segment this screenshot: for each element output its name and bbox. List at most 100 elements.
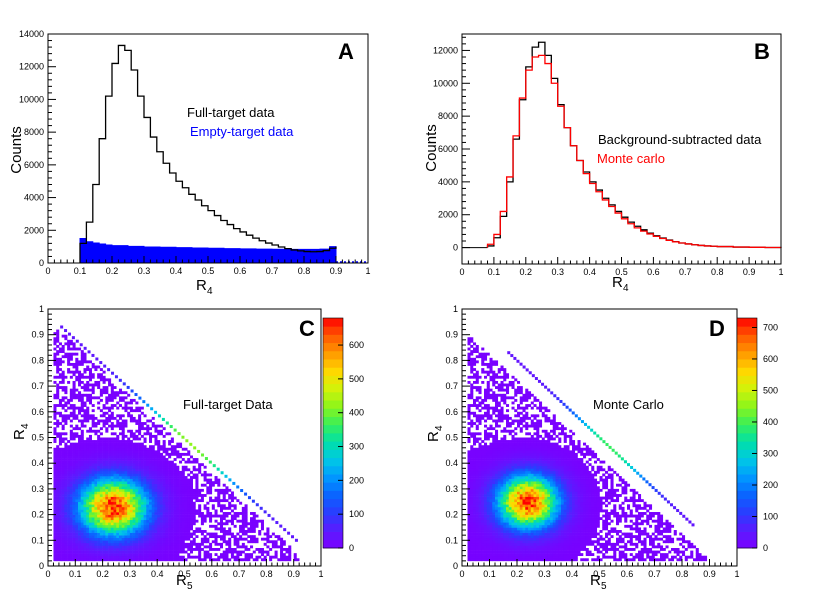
panel-c-heat-cell (53, 476, 57, 479)
panel-d-heat-cell (481, 455, 485, 459)
panel-c-heat-cell (80, 429, 84, 433)
panel-c-heat-cell (113, 393, 117, 397)
panel-d-heat-cell (500, 368, 504, 371)
panel-c-heat-cell (58, 455, 62, 459)
panel-c-heat-cell (132, 432, 136, 436)
panel-c-heat-cell (75, 548, 79, 551)
panel-c-heat-cell (99, 488, 103, 492)
panel-c-heat-cell (206, 501, 210, 505)
panel-d-heat-cell (470, 337, 474, 341)
panel-c-heat-cell (140, 509, 144, 513)
panel-c-heat-cell (250, 545, 254, 549)
panel-c-heat-cell (116, 553, 120, 557)
panel-c-heat-cell (97, 532, 101, 536)
panel-c-heat-cell (176, 499, 180, 503)
panel-c-heat-cell (78, 463, 82, 467)
panel-d-heat-cell (489, 414, 493, 418)
panel-d-heat-cell (484, 450, 488, 454)
panel-c-heat-cell (189, 481, 193, 485)
panel-c-heat-cell (176, 550, 180, 554)
panel-d-heat-cell (475, 375, 479, 379)
panel-c-heat-cell (86, 398, 90, 402)
panel-d-heat-cell (495, 524, 499, 528)
panel-d-heat-cell (475, 550, 479, 554)
panel-c-heat-cell (69, 414, 73, 418)
panel-c-heat-cell (91, 504, 95, 508)
panel-d-heat-cell (478, 491, 482, 495)
panel-c-heat-cell (118, 440, 123, 443)
panel-c-heat-cell (170, 468, 174, 472)
panel-d-heat-cell (503, 506, 507, 510)
panel-c-heat-cell (80, 527, 84, 531)
panel-c-heat-cell (102, 422, 106, 425)
panel-c-heat-cell (168, 548, 172, 551)
panel-c-heat-cell (53, 355, 57, 359)
panel-c-heat-cell (110, 519, 114, 523)
panel-c-heat-cell (157, 442, 161, 446)
panel-d-heat-cell (497, 504, 501, 508)
panel-c-heat-cell (110, 476, 114, 479)
panel-c-heat-cell (86, 473, 90, 477)
panel-c-heat-cell (75, 463, 79, 467)
panel-c-heat-cell (64, 352, 68, 356)
panel-c-heat-cell (113, 535, 117, 539)
panel-c-heat-cell (200, 519, 204, 523)
panel-c-heat-cell (222, 527, 226, 531)
panel-d-heat-cell (517, 548, 521, 551)
panel-c-heat-cell (64, 437, 68, 441)
panel-c-heat-cell (140, 558, 144, 562)
panel-c-heat-cell (132, 491, 136, 495)
panel-c-heat-cell (222, 494, 226, 497)
panel-c-heat-cell (181, 470, 185, 474)
panel-c-heat-cell (113, 501, 117, 505)
panel-d-heat-cell (514, 409, 518, 413)
panel-c-heat-cell (266, 545, 270, 549)
panel-c-heat-cell (217, 527, 221, 531)
panel-d-heat-cell (486, 388, 490, 392)
panel-c-heat-cell (105, 427, 109, 431)
panel-c-heat-cell (72, 432, 76, 436)
panel-d-heat-cell (470, 422, 474, 425)
panel-c-heat-cell (170, 527, 174, 531)
panel-c-heat-cell (129, 429, 133, 433)
panel-c-heat-cell (83, 512, 87, 515)
panel-c-heat-cell (132, 542, 136, 546)
panel-c-heat-cell (129, 455, 133, 459)
panel-c-heat-cell (97, 501, 101, 505)
panel-c-heat-cell (88, 476, 92, 479)
panel-c-heat-cell (170, 460, 174, 464)
panel-c-heat-cell (72, 411, 76, 415)
panel-d-heat-cell (517, 488, 521, 492)
panel-c-colorbar-segment (323, 334, 343, 344)
panel-c-heat-cell (83, 545, 87, 549)
panel-c-heat-cell (56, 468, 60, 472)
panel-c-heat-cell (80, 434, 84, 438)
panel-d-heat-cell (495, 419, 499, 423)
panel-c-heat-cell (121, 509, 125, 513)
panel-d-heat-cell (475, 378, 479, 382)
panel-c-edge-cell (291, 535, 295, 539)
panel-c-heat-cell (110, 532, 114, 536)
panel-c-heat-cell (282, 542, 286, 546)
panel-c-heat-cell (239, 530, 243, 533)
panel-c-heat-cell (168, 442, 172, 446)
panel-d-heat-cell (473, 540, 477, 544)
panel-c-heat-cell (78, 504, 82, 508)
panel-c-heat-cell (83, 460, 87, 464)
panel-c-heat-cell (58, 404, 62, 407)
panel-c-heat-cell (214, 558, 218, 562)
panel-d-heat-cell (467, 514, 471, 518)
panel-c-heat-cell (165, 468, 169, 472)
panel-c-heat-cell (99, 553, 103, 557)
panel-c-heat-cell (108, 380, 112, 384)
panel-c-heat-cell (154, 522, 158, 526)
panel-c-heat-cell (236, 532, 240, 536)
panel-d-heat-cell (506, 530, 510, 533)
panel-c-edge-cell (161, 417, 165, 421)
panel-c-heat-cell (58, 522, 62, 526)
panel-c-heat-cell (108, 409, 112, 413)
panel-d-heat-cell (467, 360, 471, 364)
panel-d-heat-cell (495, 437, 499, 441)
panel-d-heat-cell (495, 476, 499, 479)
panel-c-heat-cell (72, 522, 76, 526)
